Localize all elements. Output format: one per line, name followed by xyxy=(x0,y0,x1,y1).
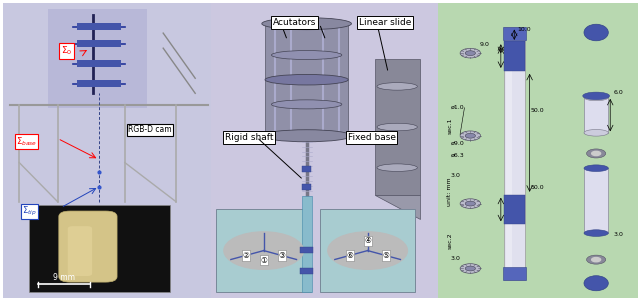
Text: ø6.3: ø6.3 xyxy=(451,152,464,157)
Circle shape xyxy=(465,266,476,271)
Text: 10.0: 10.0 xyxy=(518,27,531,32)
Text: 3.0: 3.0 xyxy=(451,256,460,261)
Ellipse shape xyxy=(584,276,608,291)
Circle shape xyxy=(460,131,481,141)
Bar xyxy=(300,247,313,253)
Circle shape xyxy=(460,199,481,208)
Text: ⑥: ⑥ xyxy=(346,251,353,260)
Text: ④: ④ xyxy=(364,236,371,245)
Circle shape xyxy=(224,232,303,269)
Bar xyxy=(77,40,122,47)
Bar xyxy=(375,59,420,195)
Ellipse shape xyxy=(583,92,609,100)
Bar xyxy=(302,184,311,190)
Text: $\Sigma_{tip}$: $\Sigma_{tip}$ xyxy=(22,205,37,218)
Ellipse shape xyxy=(377,164,417,172)
Bar xyxy=(265,24,348,136)
Ellipse shape xyxy=(262,18,351,30)
Circle shape xyxy=(591,151,600,156)
Text: 9 mm: 9 mm xyxy=(53,273,75,282)
Text: 6.0: 6.0 xyxy=(613,90,623,95)
Ellipse shape xyxy=(584,129,608,136)
Circle shape xyxy=(586,149,605,158)
Text: $\Sigma_{base}$: $\Sigma_{base}$ xyxy=(16,135,37,148)
Bar xyxy=(503,26,526,40)
Bar xyxy=(300,268,313,274)
Text: 3.0: 3.0 xyxy=(613,232,623,237)
Text: 9.0: 9.0 xyxy=(480,42,490,47)
Circle shape xyxy=(591,258,600,262)
Bar xyxy=(77,23,122,30)
Bar xyxy=(584,98,608,133)
Circle shape xyxy=(465,51,476,56)
Text: ⑤: ⑤ xyxy=(382,251,389,260)
Bar xyxy=(77,60,122,67)
Ellipse shape xyxy=(584,165,608,172)
Ellipse shape xyxy=(584,230,608,236)
Text: ③: ③ xyxy=(278,251,285,260)
Text: sec.2: sec.2 xyxy=(448,232,453,249)
Bar xyxy=(301,196,312,292)
Text: sec.1: sec.1 xyxy=(448,117,453,134)
Text: Linear slide: Linear slide xyxy=(359,18,412,27)
Ellipse shape xyxy=(584,94,608,101)
Ellipse shape xyxy=(377,82,417,90)
Text: 50.0: 50.0 xyxy=(531,108,545,113)
Text: 3.0: 3.0 xyxy=(451,173,460,178)
Bar xyxy=(504,195,525,224)
Text: Acutators: Acutators xyxy=(273,18,316,27)
Ellipse shape xyxy=(271,51,342,60)
Bar xyxy=(216,209,311,292)
Bar xyxy=(438,3,638,298)
Text: RGB-D cam: RGB-D cam xyxy=(128,126,172,135)
Bar xyxy=(503,267,526,280)
Bar xyxy=(77,80,122,87)
Text: $\Sigma_0$: $\Sigma_0$ xyxy=(61,45,72,57)
Bar xyxy=(504,26,525,280)
Text: unit: mm: unit: mm xyxy=(447,178,452,206)
Ellipse shape xyxy=(584,24,608,41)
FancyBboxPatch shape xyxy=(68,226,92,276)
Text: ø9.0: ø9.0 xyxy=(451,141,464,146)
Bar xyxy=(48,9,147,108)
Polygon shape xyxy=(375,195,420,219)
Ellipse shape xyxy=(271,100,342,109)
Bar xyxy=(302,166,311,172)
Text: Rigid shaft: Rigid shaft xyxy=(225,133,273,142)
Circle shape xyxy=(586,255,605,264)
Text: Fixed base: Fixed base xyxy=(348,133,396,142)
Circle shape xyxy=(328,232,408,269)
Ellipse shape xyxy=(262,130,351,142)
Text: ①: ① xyxy=(260,256,267,265)
Text: ø1.0: ø1.0 xyxy=(451,105,464,110)
Bar xyxy=(504,41,525,71)
Bar xyxy=(584,168,608,233)
Text: 50.0: 50.0 xyxy=(531,185,545,190)
Bar xyxy=(320,209,415,292)
Bar xyxy=(29,205,170,292)
Circle shape xyxy=(460,48,481,58)
Text: ②: ② xyxy=(242,251,249,260)
Bar xyxy=(506,36,512,274)
Circle shape xyxy=(465,201,476,206)
Bar xyxy=(3,3,211,298)
Bar xyxy=(211,3,438,298)
Ellipse shape xyxy=(377,123,417,131)
FancyBboxPatch shape xyxy=(59,211,117,282)
Circle shape xyxy=(460,264,481,273)
Circle shape xyxy=(465,133,476,138)
Ellipse shape xyxy=(265,74,348,85)
